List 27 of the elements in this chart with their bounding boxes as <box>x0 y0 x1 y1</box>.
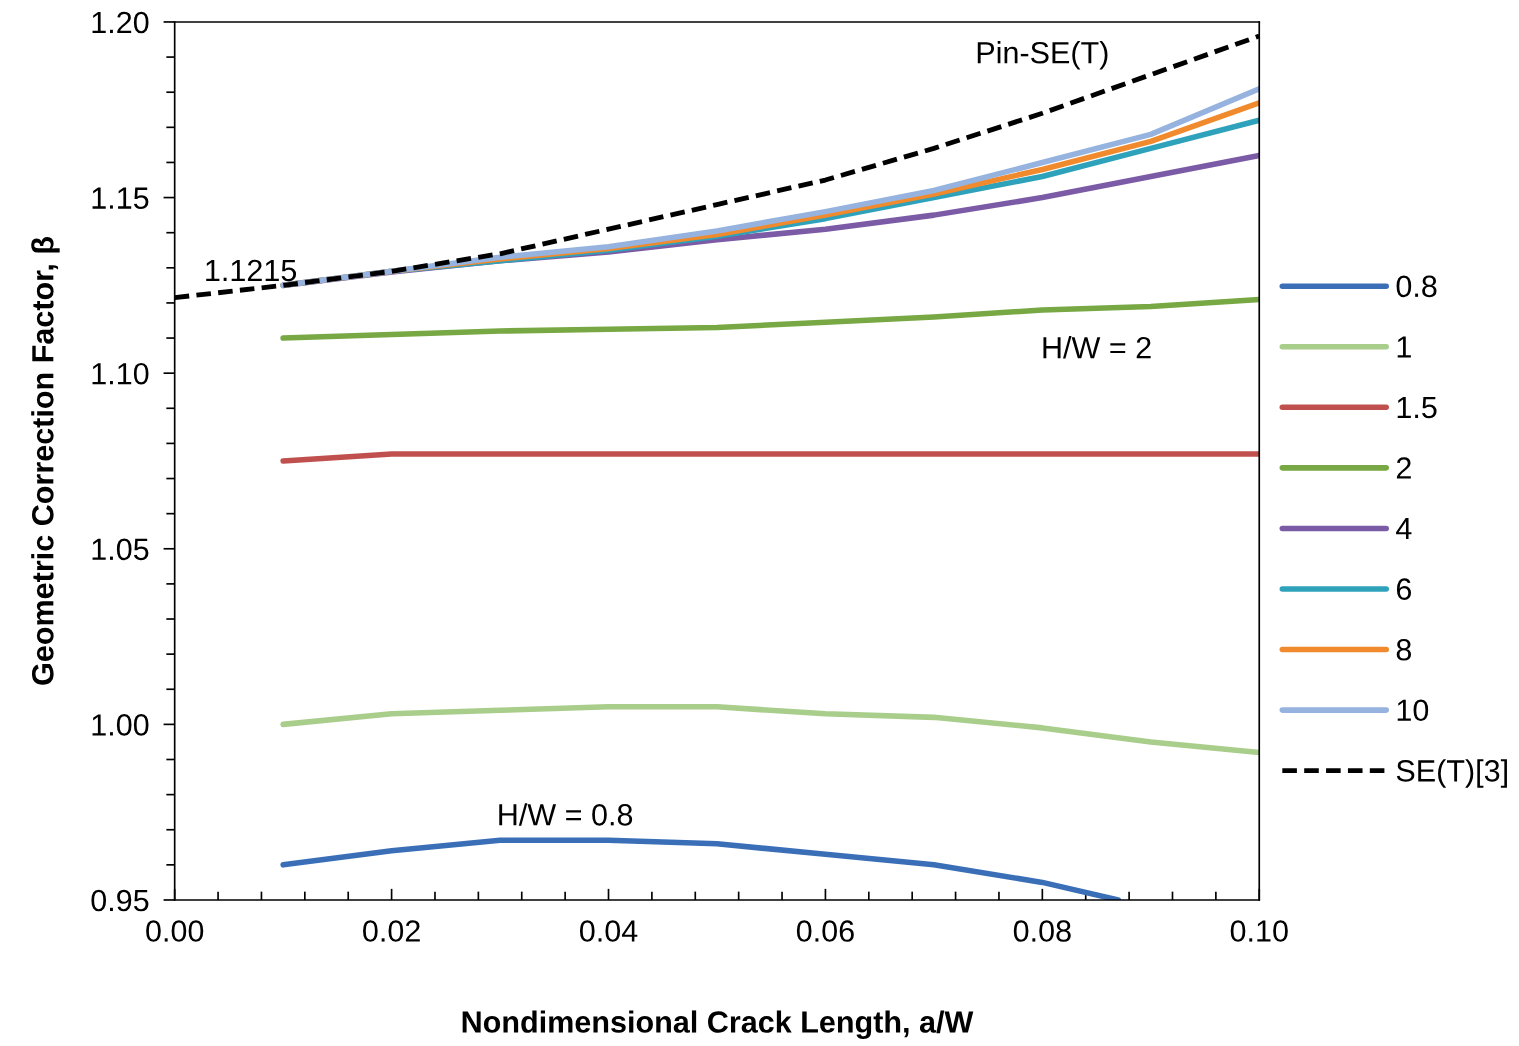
annotation: 1.1215 <box>206 259 297 282</box>
legend-label: 2 <box>1396 457 1411 479</box>
y-tick-label: 1.10 <box>92 362 149 385</box>
x-tick-label: 0.06 <box>796 920 854 942</box>
legend-label: 1.5 <box>1397 396 1437 419</box>
annotation: H/W = 2 <box>1043 336 1151 359</box>
legend-label: 10 <box>1397 699 1429 722</box>
y-tick-label: 1.05 <box>92 538 149 561</box>
annotation: H/W = 0.8 <box>499 803 633 826</box>
x-tick-label: 0.04 <box>579 920 638 942</box>
x-tick-label: 0.00 <box>146 920 204 942</box>
x-tick-label: 0.08 <box>1013 920 1071 942</box>
y-tick-label: 1.20 <box>92 11 149 34</box>
y-tick-label: 1.15 <box>92 187 149 209</box>
x-tick-label: 0.02 <box>363 920 420 942</box>
legend-label: 1 <box>1397 336 1411 358</box>
legend-label: SE(T)[3] <box>1396 759 1507 788</box>
y-tick-label: 1.00 <box>92 714 149 736</box>
y-tick-label: 0.95 <box>91 889 149 912</box>
legend-label: 8 <box>1396 638 1412 661</box>
annotation: Pin-SE(T) <box>977 41 1108 70</box>
x-tick-label: 0.10 <box>1230 920 1288 942</box>
y-axis-title: Geometric Correction Factor, β <box>31 237 60 685</box>
legend-label: 0.8 <box>1396 275 1437 298</box>
legend-label: 6 <box>1396 578 1412 600</box>
x-axis-title: Nondimensional Crack Length, a/W <box>462 1010 974 1040</box>
legend-label: 4 <box>1396 518 1412 540</box>
